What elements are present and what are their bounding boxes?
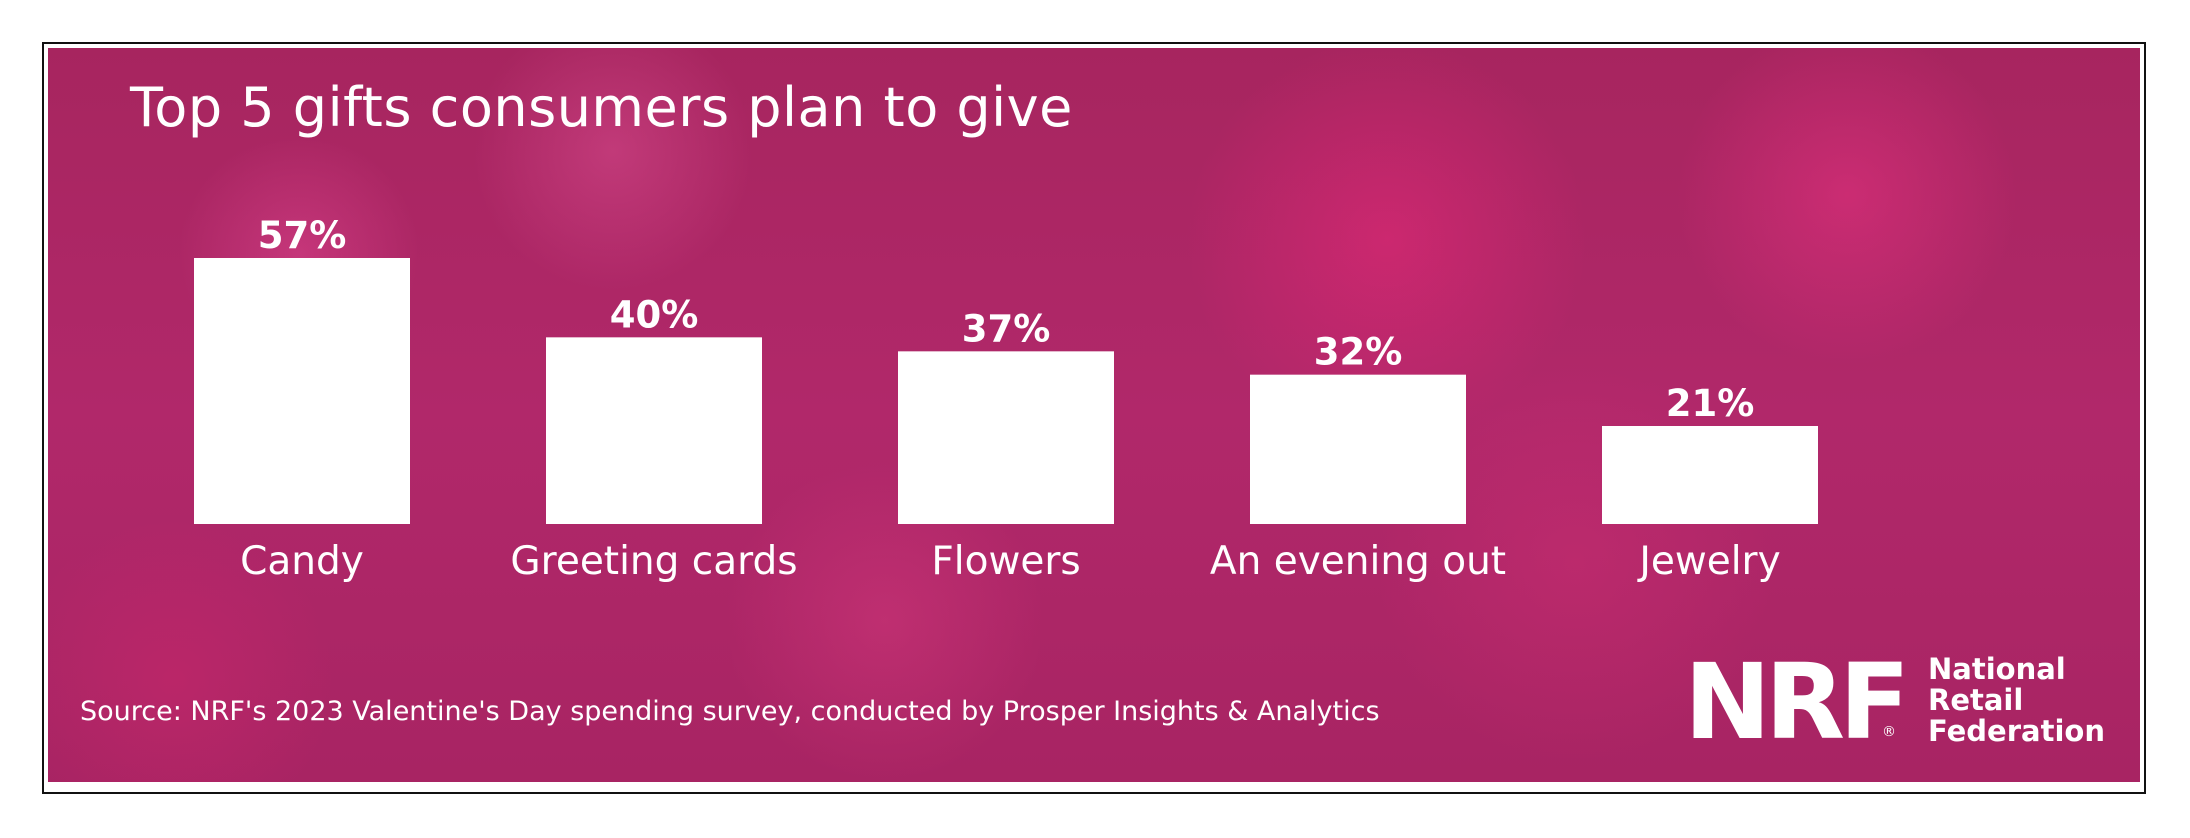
bar-an-evening-out: [1250, 374, 1466, 524]
bar-flowers: [898, 351, 1114, 524]
category-label: An evening out: [1210, 539, 1506, 584]
chart-panel: Top 5 gifts consumers plan to give 57% Ca…: [48, 48, 2140, 782]
value-label: 21%: [1666, 382, 1755, 425]
category-label: Flowers: [931, 539, 1080, 584]
value-label: 37%: [962, 307, 1051, 350]
value-label: 32%: [1314, 331, 1403, 374]
logo-wordmark: National Retail Federation: [1928, 654, 2108, 747]
value-label: 40%: [610, 293, 699, 336]
logo-line-federation: Federation: [1928, 714, 2105, 748]
bars-layer: 57% Candy 40% Greeting cards 37% Flowers 32% An…: [194, 214, 1818, 584]
category-label: Candy: [240, 539, 364, 584]
chart-title: Top 5 gifts consumers plan to give: [130, 76, 1073, 139]
category-label: Greeting cards: [510, 539, 797, 584]
logo-mark: NRF: [1684, 641, 1910, 763]
value-label: 57%: [258, 214, 347, 257]
bar-chart: 57% Candy 40% Greeting cards 37% Flowers 32% An…: [194, 214, 1818, 584]
registered-mark: ®: [1882, 724, 1896, 740]
bar-jewelry: [1602, 426, 1818, 524]
bar-greeting-cards: [546, 337, 762, 524]
logo-line-national: National: [1928, 652, 2066, 686]
source-note: Source: NRF's 2023 Valentine's Day spend…: [80, 696, 1380, 727]
bar-candy: [194, 258, 410, 524]
nrf-logo: NRF ® National Retail Federation: [1684, 641, 2105, 763]
category-label: Jewelry: [1636, 539, 1780, 584]
logo-line-retail: Retail: [1928, 683, 2024, 717]
chart-frame: Top 5 gifts consumers plan to give 57% Ca…: [42, 42, 2146, 794]
